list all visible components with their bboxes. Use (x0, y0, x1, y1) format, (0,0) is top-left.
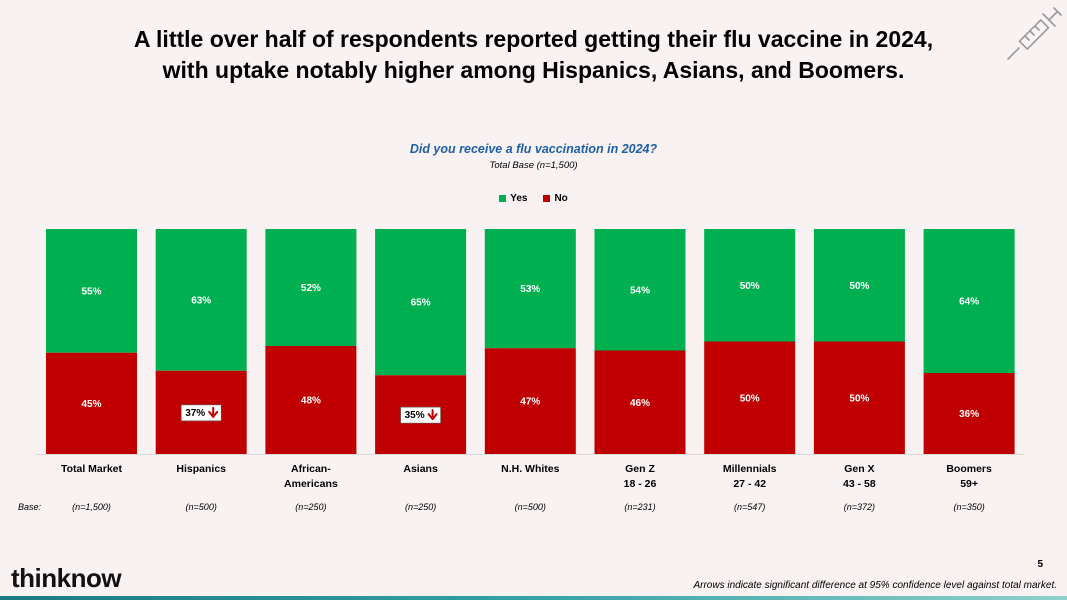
title-line-1: A little over half of respondents report… (133, 26, 934, 52)
bar-yes-4 (484, 229, 576, 349)
page-number: 5 (1037, 559, 1043, 570)
legend-swatch-yes (499, 195, 507, 202)
bar-yes-0 (46, 229, 137, 353)
bar-yes-2 (265, 229, 357, 346)
legend-item-no: No (543, 193, 568, 204)
base-size-0: (n=1,500) (72, 502, 111, 512)
base-size-3: (n=250) (405, 502, 436, 512)
data-label-yes-2: 52% (301, 283, 321, 294)
legend-label-yes: Yes (510, 193, 528, 204)
base-size-8: (n=350) (953, 502, 984, 512)
bar-yes-1 (155, 229, 247, 371)
category-label-1: Hispanics (176, 463, 226, 475)
data-label-yes-8: 64% (959, 297, 979, 308)
data-label-no-5: 46% (630, 398, 650, 409)
syringe-icon (1007, 7, 1062, 60)
title-line-2: with uptake notably higher among Hispani… (162, 57, 905, 83)
category-label-8: Boomers (946, 463, 992, 475)
category-sublabel-6: 27 - 42 (733, 478, 766, 490)
data-label-no-4: 47% (520, 397, 540, 408)
bar-yes-8 (923, 229, 1015, 373)
bar-no-0 (46, 352, 137, 454)
data-label-yes-5: 54% (630, 285, 650, 296)
base-size-4: (n=500) (515, 502, 546, 512)
bar-no-2 (265, 346, 357, 454)
base-size-2: (n=250) (295, 502, 326, 512)
base-size-1: (n=500) (186, 502, 217, 512)
category-sublabel-7: 43 - 58 (843, 478, 876, 490)
data-label-yes-4: 53% (520, 284, 540, 295)
data-label-yes-0: 55% (81, 286, 101, 297)
bar-no-5 (594, 350, 686, 454)
bar-yes-6 (704, 229, 796, 342)
data-label-yes-7: 50% (849, 281, 869, 292)
category-label-6: Millennials (723, 463, 777, 475)
bar-no-7 (813, 341, 905, 454)
chart-question: Did you receive a flu vaccination in 202… (409, 142, 658, 156)
category-sublabel-5: 18 - 26 (624, 478, 657, 490)
data-label-no-7: 50% (849, 393, 869, 404)
footnote: Arrows indicate significant difference a… (693, 580, 1057, 591)
data-label-no-8: 36% (959, 409, 979, 420)
legend-label-no: No (554, 193, 568, 204)
data-label-yes-3: 65% (411, 298, 431, 309)
category-label-7: Gen X (844, 463, 874, 475)
down-arrow-icon (208, 406, 219, 418)
base-size-6: (n=547) (734, 502, 765, 512)
category-sublabel-2: Americans (284, 478, 338, 490)
sig-label-box-3 (400, 406, 441, 424)
base-size-5: (n=231) (624, 502, 655, 512)
data-label-no-1: 37% (185, 408, 205, 419)
data-label-no-3: 35% (405, 410, 425, 421)
slide-title: A little over half of respondents report… (60, 24, 1007, 86)
data-label-no-2: 48% (301, 396, 321, 407)
chart-base-note: Total Base (n=1,500) (489, 160, 578, 171)
bar-no-4 (484, 348, 576, 454)
category-sublabel-8: 59+ (960, 478, 978, 490)
thinknow-logo: thinknow (11, 563, 122, 593)
base-label: Base: (18, 502, 42, 512)
category-label-2: African- (291, 463, 331, 475)
down-arrow-icon (427, 409, 438, 421)
legend-swatch-no (543, 195, 551, 202)
category-label-0: Total Market (61, 463, 123, 475)
data-label-no-0: 45% (81, 399, 101, 410)
category-label-5: Gen Z (625, 463, 655, 475)
data-label-yes-6: 50% (740, 281, 760, 292)
bar-yes-7 (813, 229, 905, 342)
base-size-7: (n=372) (844, 502, 875, 512)
sig-label-box-1 (180, 404, 222, 422)
bar-yes-5 (594, 229, 686, 351)
bar-no-8 (923, 373, 1015, 454)
bottom-band (0, 596, 1067, 600)
category-label-4: N.H. Whites (501, 463, 559, 475)
data-label-yes-1: 63% (191, 295, 211, 306)
legend-item-yes: Yes (499, 193, 527, 204)
bar-no-6 (704, 341, 796, 454)
category-label-3: Asians (403, 463, 438, 475)
chart-legend: Yes No (0, 193, 1067, 204)
bar-yes-3 (375, 229, 467, 376)
data-label-no-6: 50% (740, 393, 760, 404)
